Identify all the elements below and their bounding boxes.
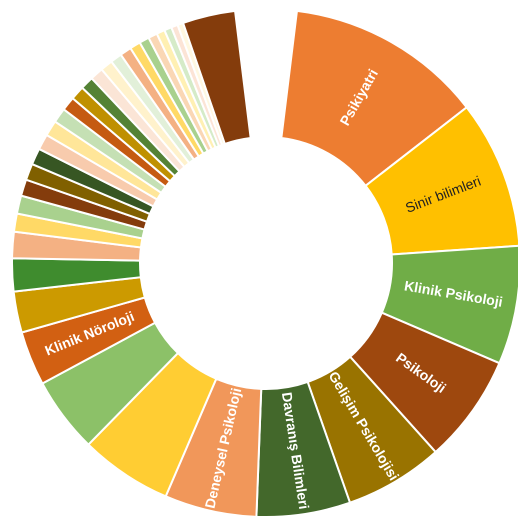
slice-unlabeled-35 [181,9,252,146]
slice-sinir-bilimleri [364,105,518,256]
